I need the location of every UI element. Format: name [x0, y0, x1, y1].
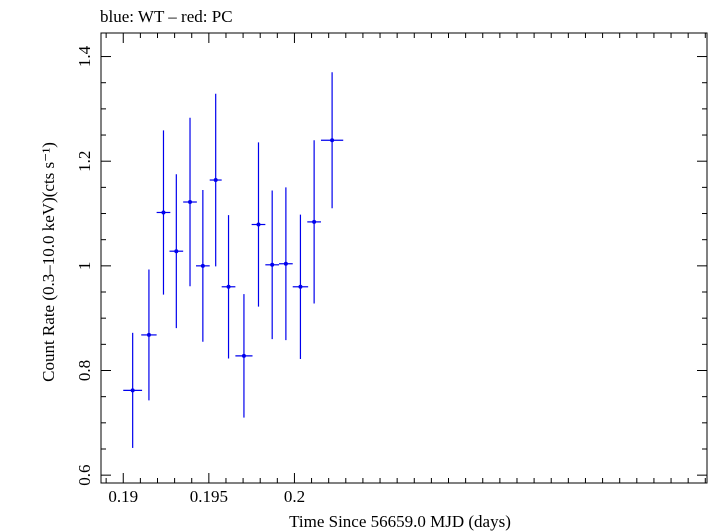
- chart-title: blue: WT – red: PC: [100, 7, 233, 26]
- data-point: [188, 200, 193, 205]
- data-point: [174, 249, 179, 254]
- data-point: [298, 284, 303, 289]
- data-point: [241, 353, 246, 358]
- y-tick-label: 0.8: [75, 360, 94, 381]
- y-tick-label: 1.2: [75, 151, 94, 172]
- y-tick-label: 1.4: [75, 45, 94, 67]
- x-tick-label: 0.195: [190, 487, 228, 506]
- plot-area: 0.19 0.195 0.2 0.6 0.8 1 1.2 1.4: [75, 32, 708, 506]
- data-point: [226, 284, 231, 289]
- data-point: [200, 263, 205, 268]
- data-point: [213, 178, 218, 183]
- data-point: [312, 219, 317, 224]
- y-tick-label: 0.6: [75, 465, 94, 486]
- data-point: [330, 138, 335, 143]
- data-point: [161, 210, 166, 215]
- data-point: [256, 222, 261, 227]
- x-axis-label: Time Since 56659.0 MJD (days): [289, 512, 511, 531]
- data-point: [283, 261, 288, 266]
- y-tick-label: 1: [75, 262, 94, 271]
- data-point: [146, 332, 151, 337]
- x-tick-label: 0.19: [108, 487, 138, 506]
- x-tick-label: 0.2: [284, 487, 305, 506]
- data-point: [270, 262, 275, 267]
- data-point: [130, 388, 135, 393]
- plot-frame: [100, 32, 708, 484]
- y-axis-label: Count Rate (0.3–10.0 keV)(cts s⁻¹): [39, 142, 58, 382]
